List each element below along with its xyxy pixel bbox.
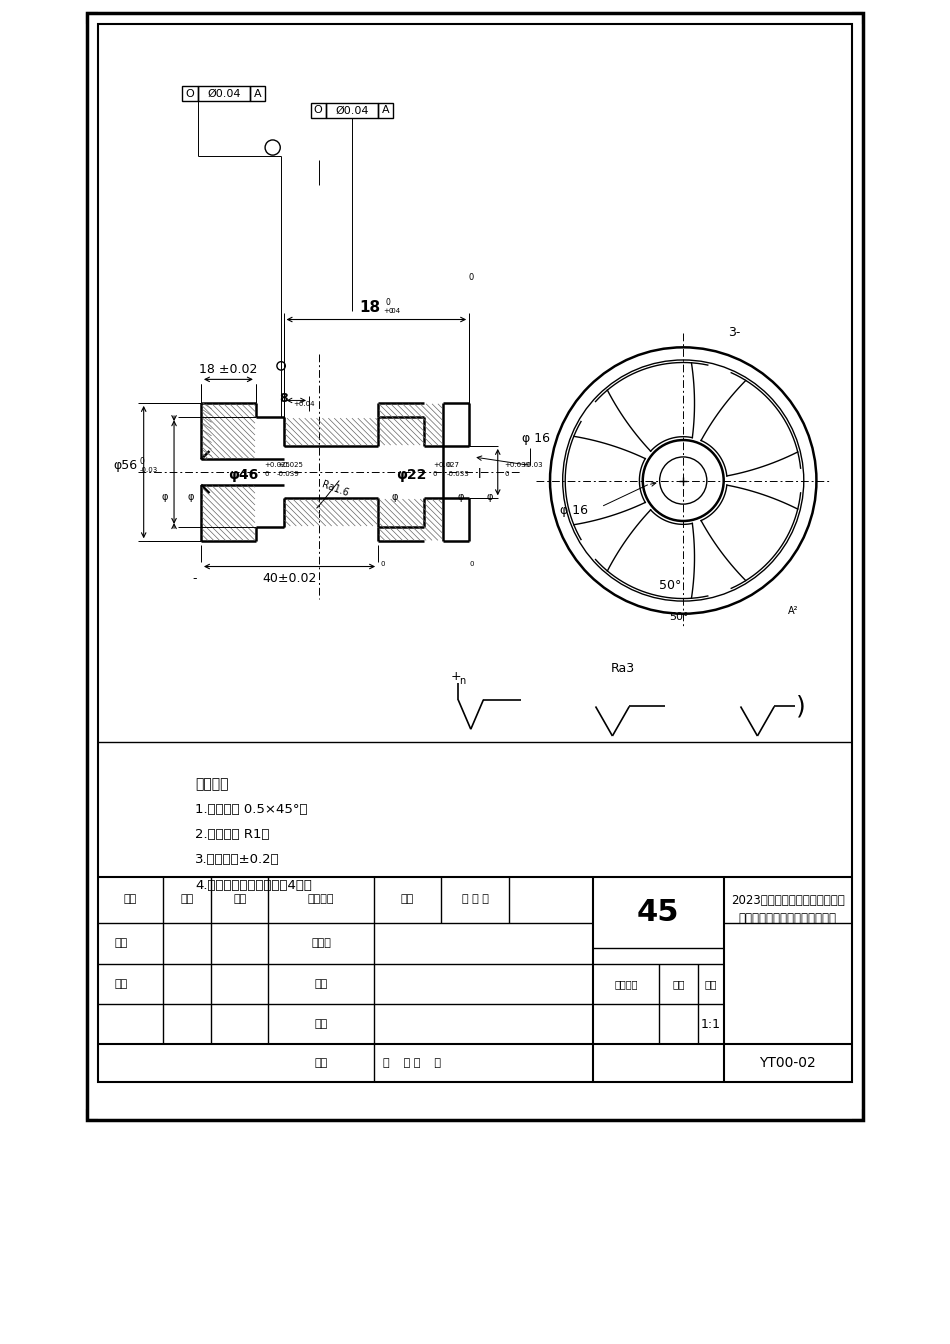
Text: +: +: [450, 669, 461, 683]
Text: φ 16: φ 16: [560, 504, 588, 516]
Text: n: n: [459, 676, 466, 687]
Text: +0.025: +0.025: [264, 462, 290, 468]
Text: φ 16: φ 16: [522, 431, 550, 445]
Text: 18: 18: [359, 300, 380, 316]
Text: φ: φ: [162, 492, 168, 503]
Text: 0: 0: [504, 470, 509, 477]
Text: 3.未注公差±0.2；: 3.未注公差±0.2；: [195, 853, 279, 867]
Text: +0.039: +0.039: [504, 462, 531, 468]
Text: 设计: 设计: [114, 938, 127, 949]
Text: -0.033: -0.033: [446, 470, 469, 477]
Text: l: l: [478, 468, 481, 481]
Text: 更改文件: 更改文件: [308, 895, 334, 905]
Text: 50°: 50°: [659, 579, 682, 593]
Text: A: A: [254, 89, 261, 98]
Bar: [326, 103, 378, 118]
Text: 职组数控综合应用技术竞赛样题: 职组数控综合应用技术竞赛样题: [739, 913, 837, 926]
Text: Ra3: Ra3: [611, 663, 635, 675]
Bar: [250, 86, 265, 101]
Text: 4.本件为批量赛件，共做4件。: 4.本件为批量赛件，共做4件。: [195, 879, 312, 891]
Text: 共    张 第    张: 共 张 第 张: [383, 1058, 441, 1068]
Text: φ: φ: [188, 492, 194, 503]
Text: 标准化: 标准化: [312, 938, 332, 949]
Text: 45: 45: [637, 898, 679, 927]
Text: O: O: [185, 89, 195, 98]
Text: 0: 0: [468, 273, 473, 282]
Text: φ22: φ22: [396, 469, 427, 482]
Text: 0: 0: [140, 457, 144, 466]
Text: 校核: 校核: [114, 978, 127, 989]
Text: φ46: φ46: [228, 469, 258, 482]
Text: A²: A²: [788, 606, 798, 616]
Text: 0: 0: [380, 560, 385, 567]
Text: 签名: 签名: [401, 895, 414, 905]
Text: Ø0.04: Ø0.04: [207, 89, 240, 98]
Text: 1.未注倒角 0.5×45°；: 1.未注倒角 0.5×45°；: [195, 802, 308, 816]
Text: 技术要求: 技术要求: [195, 777, 229, 792]
Text: 工艺: 工艺: [314, 978, 328, 989]
Bar: [378, 103, 393, 118]
Bar: [198, 86, 250, 101]
Text: 1:1: 1:1: [701, 1017, 721, 1031]
Text: +0.03: +0.03: [522, 462, 543, 468]
Text: 区分: 区分: [233, 895, 246, 905]
Text: 年 月 日: 年 月 日: [462, 895, 488, 905]
Text: 批准: 批准: [314, 1058, 328, 1068]
Text: Ra1.6: Ra1.6: [320, 480, 350, 499]
Bar: [311, 103, 326, 118]
Text: 比例: 比例: [705, 978, 717, 989]
Text: 审核: 审核: [314, 1019, 328, 1030]
Text: ): ): [796, 695, 807, 719]
Text: O: O: [314, 105, 323, 116]
Text: 0: 0: [264, 470, 269, 477]
Text: 标记: 标记: [124, 895, 137, 905]
Text: 2023年广西职业院校技能大赛中: 2023年广西职业院校技能大赛中: [731, 894, 845, 907]
Text: 0: 0: [469, 560, 474, 567]
Bar: [182, 86, 198, 101]
Text: 0: 0: [433, 470, 437, 477]
Text: 0: 0: [446, 462, 451, 468]
Text: +0.025: +0.025: [276, 462, 303, 468]
Text: 图样标记: 图样标记: [614, 978, 637, 989]
Text: .04: .04: [390, 308, 401, 314]
Text: 3-: 3-: [728, 327, 740, 340]
Text: φ: φ: [486, 492, 493, 503]
Text: YT00-02: YT00-02: [759, 1056, 816, 1070]
Text: -0.039: -0.039: [276, 470, 299, 477]
Text: 处数: 处数: [180, 895, 194, 905]
Text: φ56: φ56: [113, 458, 137, 472]
Text: 重量: 重量: [673, 978, 685, 989]
Text: -0.03: -0.03: [140, 468, 158, 473]
Text: 8: 8: [279, 392, 288, 406]
Text: φ: φ: [457, 492, 464, 503]
Text: φ: φ: [391, 492, 398, 503]
Text: +0: +0: [383, 308, 393, 314]
Text: 2.未注圆角 R1；: 2.未注圆角 R1；: [195, 828, 270, 841]
Text: 40±0.02: 40±0.02: [262, 571, 316, 585]
Text: -: -: [192, 571, 197, 585]
Text: A: A: [382, 105, 390, 116]
Text: 50°: 50°: [669, 612, 689, 622]
Text: Ø0.04: Ø0.04: [335, 105, 369, 116]
Text: 18 ±0.02: 18 ±0.02: [200, 363, 257, 376]
Text: +0.027: +0.027: [433, 462, 459, 468]
Text: 0: 0: [386, 298, 390, 308]
Text: +0.04: +0.04: [294, 401, 315, 407]
